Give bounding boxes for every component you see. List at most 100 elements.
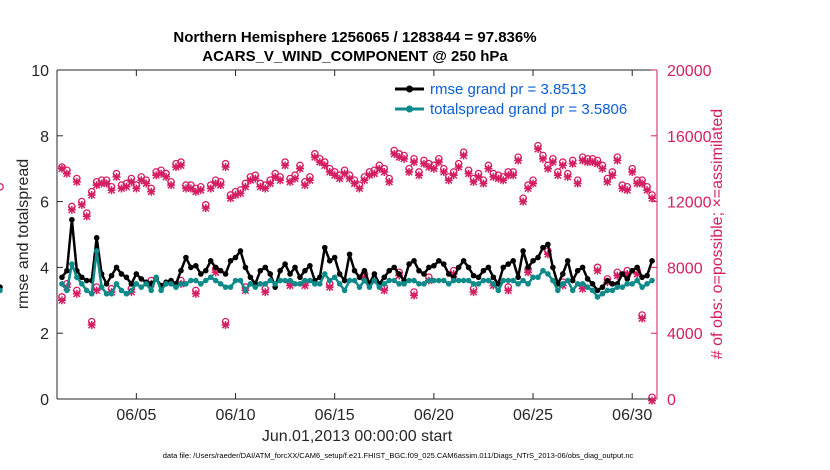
totalspread-point-106 [584, 284, 591, 290]
obs-assimilated-point-40 [256, 182, 265, 191]
obs-assimilated-point-78 [444, 176, 453, 185]
totalspread-point-112 [614, 284, 621, 290]
rmse-point-37 [242, 264, 249, 271]
rmse-point-96 [535, 254, 541, 261]
totalspread-point-96 [535, 274, 541, 281]
obs-assimilated-point-103 [568, 159, 577, 168]
totalspread-point-40 [257, 281, 264, 287]
obs-assimilated-point-low-3 [87, 320, 96, 329]
rmse-point-75 [431, 262, 437, 269]
rmse-point-36 [237, 248, 244, 254]
obs-assimilated-point-42 [266, 179, 275, 188]
totalspread-point-0 [59, 281, 65, 287]
rmse-point-99 [550, 264, 556, 271]
rmse-point-5 [83, 277, 90, 284]
rmse-point-71 [411, 258, 417, 264]
totalspread-point-4 [78, 281, 85, 287]
obs-assimilated-point-low-15 [300, 281, 309, 290]
y-axis-label-right: # of obs: o=possible; ×=assimilated [709, 109, 726, 359]
totalspread-point-19 [153, 274, 159, 281]
rmse-point-9 [103, 281, 110, 287]
obs-assimilated-point-94 [524, 184, 533, 193]
rmse-point-108 [594, 287, 601, 294]
totalspread-point-13 [123, 290, 130, 297]
y-tick-label-left-1: 2 [40, 326, 49, 343]
obs-assimilated-point-21 [162, 172, 171, 181]
y-tick-label-right-2: 8000 [667, 260, 703, 277]
rmse-point-54 [326, 258, 333, 264]
chart-marks [0, 142, 657, 405]
rmse-point-47 [292, 264, 298, 271]
totalspread-point-73 [421, 281, 427, 287]
obs-assimilated-point-117 [638, 179, 647, 188]
totalspread-point-8 [98, 284, 105, 290]
chart-title-line2: ACARS_V_WIND_COMPONENT @ 250 hPa [202, 48, 508, 65]
obs-assimilated-point-35 [231, 191, 240, 200]
rmse-point-89 [500, 264, 507, 271]
obs-assimilated-point-9 [102, 179, 111, 188]
totalspread-point-44 [277, 277, 283, 284]
obs-assimilated-point-53 [320, 161, 329, 170]
totalspread-point-82 [465, 277, 472, 284]
rmse-point-119 [649, 258, 655, 264]
rmse-point-4 [78, 274, 85, 281]
obs-assimilated-point-0 [57, 164, 66, 173]
obs-assimilated-point-5 [82, 212, 91, 221]
rmse-point-106 [584, 276, 591, 282]
totalspread-point-120 [0, 287, 3, 294]
rmse-point-78 [445, 271, 452, 277]
totalspread-point-30 [207, 274, 214, 281]
totalspread-point-98 [545, 271, 551, 277]
rmse-point-38 [247, 274, 254, 281]
totalspread-point-105 [579, 281, 586, 287]
obs-assimilated-point-13 [122, 182, 131, 191]
totalspread-point-45 [282, 277, 288, 284]
obs-assimilated-point-low-20 [410, 291, 419, 300]
totalspread-point-109 [599, 290, 606, 297]
obs-assimilated-point-low-35 [638, 314, 647, 323]
obs-assimilated-point-low-2 [72, 289, 81, 298]
totalspread-point-119 [649, 277, 655, 284]
totalspread-point-72 [416, 281, 422, 287]
totalspread-point-77 [440, 277, 447, 284]
obs-assimilated-point-31 [211, 179, 220, 188]
totalspread-point-29 [202, 277, 209, 284]
obs-assimilated-point-low-29 [578, 284, 587, 293]
rmse-point-83 [470, 272, 477, 279]
rmse-point-117 [639, 274, 645, 281]
chart-title-line1: Northern Hemisphere 1256065 / 1283844 = … [173, 29, 536, 46]
obs-assimilated-point-72 [414, 171, 423, 180]
rmse-point-7 [93, 234, 100, 241]
obs-assimilated-point-20 [157, 169, 166, 178]
obs-assimilated-point-30 [206, 184, 215, 193]
obs-assimilated-point-37 [241, 182, 250, 191]
totalspread-point-93 [520, 277, 526, 284]
totalspread-point-55 [331, 274, 338, 281]
obs-assimilated-point-26 [186, 184, 195, 193]
obs-assimilated-point-36 [236, 189, 245, 198]
totalspread-point-38 [247, 281, 254, 287]
obs-assimilated-point-low-18 [380, 286, 389, 295]
totalspread-point-62 [366, 284, 373, 290]
obs-assimilated-point-56 [335, 174, 344, 183]
obs-assimilated-point-low-16 [325, 283, 334, 292]
totalspread-point-10 [108, 290, 115, 297]
totalspread-point-41 [262, 281, 269, 287]
rmse-point-60 [356, 274, 363, 281]
plot-area [57, 70, 657, 399]
x-tick-label-5: 06/30 [612, 407, 652, 424]
obs-assimilated-point-92 [514, 156, 523, 165]
obs-assimilated-point-48 [295, 164, 304, 173]
rmse-point-14 [128, 281, 135, 287]
obs-assimilated-point-46 [286, 177, 295, 186]
obs-assimilated-point-69 [400, 154, 409, 163]
obs-assimilated-point-97 [538, 154, 547, 163]
totalspread-point-54 [326, 277, 333, 284]
obs-assimilated-point-61 [360, 176, 369, 185]
obs-assimilated-point-75 [429, 164, 438, 173]
totalspread-point-42 [267, 277, 274, 284]
rmse-point-55 [331, 254, 338, 261]
totalspread-point-94 [525, 281, 531, 287]
obs-assimilated-point-4 [77, 200, 86, 209]
rmse-point-68 [396, 271, 402, 277]
